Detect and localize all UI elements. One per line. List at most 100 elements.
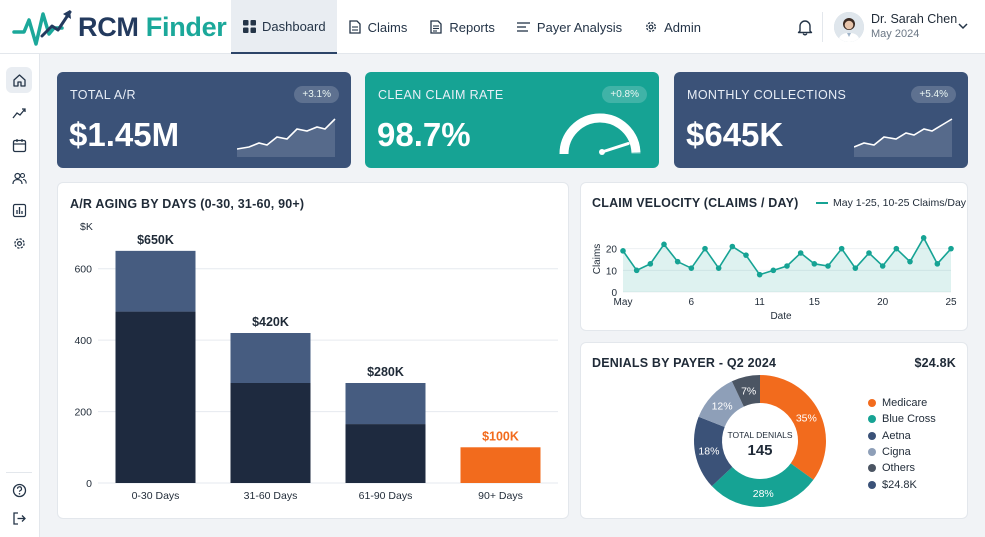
donut-slice-label: 18% <box>698 446 719 458</box>
legend-label: Cigna <box>882 445 911 458</box>
trend-icon[interactable] <box>6 100 32 126</box>
bar-chart-icon[interactable] <box>6 197 32 223</box>
velocity-point[interactable] <box>797 250 804 256</box>
app-name-part2: Finder <box>145 11 227 42</box>
velocity-point[interactable] <box>756 271 763 278</box>
nav-claims[interactable]: Claims <box>337 0 419 54</box>
top-bar: RCM Finder Dashboard Claims Reports Paye… <box>0 0 985 54</box>
claim-velocity-panel: CLAIM VELOCITY (CLAIMS / DAY) May 1-25, … <box>580 182 968 331</box>
ar-aging-chart: $K 0 200 400 600 $650K 0-30 Days $420K 31-60 Day… <box>74 221 558 502</box>
bar-segment-top[interactable] <box>115 250 196 312</box>
legend-label: Medicare <box>882 397 928 409</box>
kpi-clean-claim-label: CLEAN CLAIM RATE <box>378 88 504 102</box>
bell-icon[interactable] <box>797 18 813 36</box>
legend-item[interactable]: Medicare <box>868 397 927 409</box>
home-icon[interactable] <box>6 67 32 93</box>
velocity-point[interactable] <box>852 265 859 271</box>
bar-segment-base[interactable] <box>230 383 311 483</box>
legend-item[interactable]: Others <box>868 462 915 474</box>
kpi-total-ar[interactable]: TOTAL A/R +3.1% $1.45M <box>57 72 351 168</box>
legend-item[interactable]: Cigna <box>868 446 911 458</box>
bar-segment-top[interactable] <box>230 333 311 383</box>
nav-admin[interactable]: Admin <box>633 0 712 54</box>
legend-item[interactable]: $24.8K <box>868 479 917 491</box>
document-icon <box>348 20 362 34</box>
nav-dashboard[interactable]: Dashboard <box>231 0 337 54</box>
velocity-point[interactable] <box>893 245 900 252</box>
denials-title: DENIALS BY PAYER - Q2 2024 <box>592 356 777 370</box>
y-tick-label: 10 <box>606 266 618 277</box>
velocity-point[interactable] <box>784 263 790 269</box>
app-logo[interactable]: RCM Finder <box>12 6 227 48</box>
velocity-point[interactable] <box>647 261 654 267</box>
donut-center-value: 145 <box>747 442 772 459</box>
donut-slice-cigna[interactable] <box>698 381 744 428</box>
donut-slice-others[interactable] <box>731 375 760 407</box>
velocity-point[interactable] <box>838 245 845 252</box>
logout-icon[interactable] <box>6 505 32 531</box>
donut-slice-medicare[interactable] <box>760 375 826 480</box>
denials-donut-chart: 35% 28% 18% 12% 7% TOTAL DENIALS 145 <box>694 375 826 507</box>
velocity-point[interactable] <box>688 265 695 271</box>
sidebar <box>0 54 40 537</box>
legend-swatch <box>868 447 876 456</box>
legend-item[interactable]: Aetna <box>868 430 911 442</box>
velocity-point[interactable] <box>743 252 749 258</box>
velocity-point[interactable] <box>620 248 626 254</box>
legend-label: Others <box>882 462 916 475</box>
kpi-total-ar-label: TOTAL A/R <box>70 88 136 102</box>
gear-icon <box>644 20 658 34</box>
avatar[interactable] <box>834 12 864 42</box>
kpi-collections-sparkline <box>854 118 953 157</box>
legend-label: Blue Cross <box>882 413 936 426</box>
donut-slice-label: 7% <box>741 385 756 397</box>
legend-item[interactable]: Blue Cross <box>868 413 936 425</box>
settings-icon[interactable] <box>6 230 32 256</box>
velocity-point[interactable] <box>715 265 722 271</box>
velocity-point[interactable] <box>633 267 640 274</box>
user-period: May 2024 <box>871 28 920 40</box>
bar-90-plus[interactable] <box>460 447 541 483</box>
velocity-point[interactable] <box>661 241 667 248</box>
users-icon[interactable] <box>6 165 32 191</box>
denials-total-value: $24.8K <box>914 356 956 370</box>
y-axis-label: Claims <box>592 244 603 275</box>
user-name[interactable]: Dr. Sarah Chen <box>871 12 958 26</box>
gauge-needle <box>600 142 630 154</box>
velocity-point[interactable] <box>934 261 941 267</box>
velocity-point[interactable] <box>811 261 818 267</box>
help-icon[interactable] <box>6 477 32 503</box>
x-tick-label: 6 <box>689 297 695 308</box>
kpi-monthly-collections[interactable]: MONTHLY COLLECTIONS +5.4% $645K <box>674 72 968 168</box>
bar-segment-base[interactable] <box>345 424 426 483</box>
velocity-point[interactable] <box>866 250 872 256</box>
velocity-point[interactable] <box>674 258 681 265</box>
bar-segment-top[interactable] <box>345 383 426 425</box>
main-nav: Dashboard Claims Reports Payer Analysis … <box>231 0 712 54</box>
donut-slice-blue-cross[interactable] <box>711 463 814 507</box>
nav-payer-analysis[interactable]: Payer Analysis <box>506 0 633 54</box>
x-tick-label: 15 <box>809 297 821 308</box>
velocity-point[interactable] <box>702 245 708 252</box>
report-icon <box>429 20 443 34</box>
velocity-point[interactable] <box>879 263 886 269</box>
kpi-clean-claim-rate[interactable]: CLEAN CLAIM RATE +0.8% 98.7% <box>365 72 659 168</box>
velocity-point[interactable] <box>948 245 954 252</box>
chevron-down-icon[interactable] <box>957 21 969 31</box>
x-tick-label: 11 <box>754 297 765 308</box>
velocity-point[interactable] <box>920 235 927 241</box>
velocity-point[interactable] <box>825 263 831 269</box>
velocity-point[interactable] <box>770 267 777 274</box>
velocity-point[interactable] <box>907 258 913 265</box>
nav-reports[interactable]: Reports <box>418 0 506 54</box>
x-tick-label: 20 <box>877 297 889 308</box>
nav-reports-label: Reports <box>449 19 495 35</box>
bar-segment-base[interactable] <box>115 311 196 483</box>
bar-data-label: $420K <box>252 315 289 329</box>
bar-data-label: $100K <box>482 429 519 443</box>
claim-velocity-title: CLAIM VELOCITY (CLAIMS / DAY) <box>592 196 799 210</box>
donut-slice-aetna[interactable] <box>694 416 733 487</box>
velocity-point[interactable] <box>729 243 736 250</box>
kpi-collections-value: $645K <box>686 116 784 153</box>
calendar-icon[interactable] <box>6 132 32 158</box>
